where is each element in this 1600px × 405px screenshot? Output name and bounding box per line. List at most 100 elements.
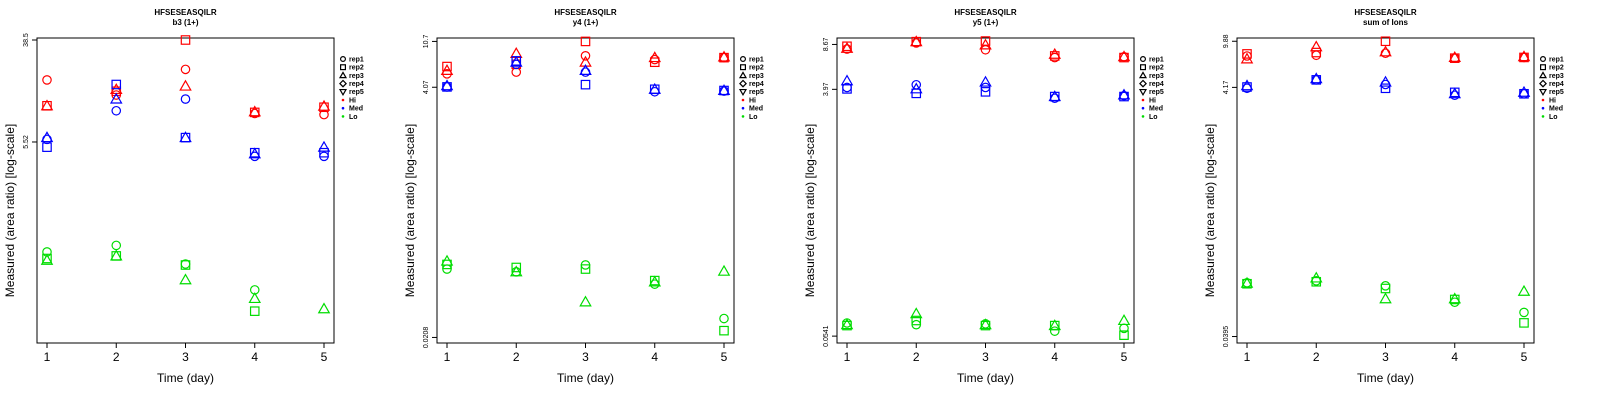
data-point-hi-rep3 — [1448, 50, 1462, 62]
data-point-lo-rep2 — [180, 260, 191, 270]
x-tick-label: 4 — [251, 350, 258, 364]
data-point-hi-rep2 — [1449, 53, 1460, 63]
chart-subtitle: b3 (1+) — [172, 18, 198, 27]
legend-marker-rep3 — [338, 71, 348, 79]
legend-label: rep1 — [349, 56, 364, 63]
data-point-med-rep3 — [1117, 88, 1131, 100]
x-tick-label: 2 — [513, 350, 520, 364]
legend-label: Med — [1149, 106, 1163, 113]
legend-label: Lo — [1549, 114, 1558, 121]
data-point-lo-rep3 — [1117, 314, 1131, 326]
data-point-med-rep2 — [980, 87, 991, 97]
legend-label: Hi — [749, 97, 756, 104]
data-point-hi-rep3 — [1379, 45, 1392, 57]
y-tick-label: 8.67 — [823, 38, 830, 52]
legend-label: Hi — [349, 97, 356, 104]
data-point-hi-rep2 — [649, 57, 660, 68]
data-point-hi-rep1 — [511, 67, 522, 77]
plot-frame — [36, 37, 335, 344]
data-point-med-rep3 — [1517, 85, 1531, 97]
legend-label: rep4 — [749, 81, 764, 88]
data-point-lo-rep2 — [980, 320, 991, 331]
legend-marker-rep4 — [339, 79, 347, 88]
legend-label: rep5 — [749, 89, 764, 96]
data-point-hi-rep3 — [40, 99, 54, 111]
data-point-lo-rep1 — [1519, 307, 1529, 318]
data-point-lo-rep2 — [511, 262, 522, 273]
legend-dot-med — [741, 106, 745, 110]
data-point-lo-rep1 — [719, 313, 729, 324]
legend-label: rep3 — [1549, 73, 1564, 80]
y-tick-label: 3.97 — [823, 82, 830, 96]
legend-label: Lo — [349, 114, 358, 121]
data-point-med-rep2 — [42, 142, 52, 152]
legend-label: rep3 — [749, 73, 764, 80]
data-point-lo-rep3 — [979, 318, 992, 330]
legend-label: rep3 — [349, 73, 364, 80]
data-point-hi-rep2 — [1519, 52, 1529, 63]
data-point-hi-rep3 — [1048, 47, 1062, 59]
y-tick-label: 38.5 — [23, 33, 30, 47]
data-point-lo-rep3 — [840, 318, 854, 330]
legend-marker-rep3 — [738, 71, 748, 79]
y-tick-label: 4.17 — [1223, 80, 1230, 94]
chart-title: HFSESEASQILR — [154, 8, 216, 17]
legend-dot-hi — [341, 98, 345, 102]
data-point-hi-rep3 — [979, 38, 992, 50]
data-point-hi-rep2 — [580, 36, 591, 47]
data-point-hi-rep3 — [1309, 40, 1323, 52]
data-point-lo-rep2 — [580, 264, 591, 274]
legend-marker-rep4 — [1539, 79, 1547, 88]
x-tick-label: 2 — [1313, 350, 1320, 364]
y-axis-label: Measured (area ratio) [log-scale] — [3, 124, 17, 297]
legend-label: rep1 — [1549, 56, 1564, 63]
data-point-lo-rep2 — [719, 325, 729, 336]
data-point-med-rep3 — [248, 147, 262, 159]
data-point-lo-rep3 — [248, 292, 262, 304]
chart-subtitle: sum of Ions — [1363, 18, 1408, 27]
data-point-lo-rep1 — [1049, 326, 1060, 336]
data-point-lo-rep1 — [1380, 281, 1391, 291]
data-point-med-rep2 — [1380, 83, 1391, 94]
data-point-med-rep2 — [111, 79, 122, 90]
x-tick-label: 4 — [1451, 350, 1458, 364]
data-point-med-rep3 — [717, 84, 731, 96]
data-point-hi-rep1 — [980, 44, 991, 55]
legend-marker-rep5 — [1138, 88, 1148, 97]
legend-label: rep3 — [1149, 73, 1164, 80]
y-tick-label: 10.7 — [423, 35, 430, 49]
data-point-lo-rep2 — [1519, 318, 1529, 328]
data-point-med-rep3 — [440, 79, 454, 91]
data-point-hi-rep3 — [1517, 50, 1531, 62]
data-point-med-rep3 — [1048, 90, 1062, 102]
data-point-lo-rep3 — [179, 273, 192, 285]
data-point-hi-rep3 — [840, 41, 854, 53]
data-point-hi-rep1 — [1311, 50, 1322, 61]
legend-dot-lo — [1141, 115, 1145, 118]
legend-dot-lo — [741, 115, 745, 118]
data-point-med-rep3 — [1448, 87, 1462, 99]
legend-marker-rep5 — [338, 88, 348, 97]
data-point-hi-rep3 — [909, 35, 923, 47]
data-point-hi-rep2 — [719, 52, 729, 63]
x-tick-label: 2 — [913, 350, 920, 364]
x-tick-label: 3 — [1382, 350, 1389, 364]
data-point-med-rep3 — [1379, 75, 1392, 87]
y-tick-label: 0.0208 — [423, 327, 430, 349]
legend-label: rep2 — [349, 65, 364, 72]
y-tick-label: 5.52 — [23, 135, 30, 149]
data-points — [840, 35, 1131, 340]
x-tick-label: 5 — [721, 350, 728, 364]
legend-label: Med — [1549, 106, 1563, 113]
legend-label: rep5 — [349, 89, 364, 96]
x-tick-label: 3 — [582, 350, 589, 364]
x-axis-label: Time (day) — [557, 371, 614, 385]
